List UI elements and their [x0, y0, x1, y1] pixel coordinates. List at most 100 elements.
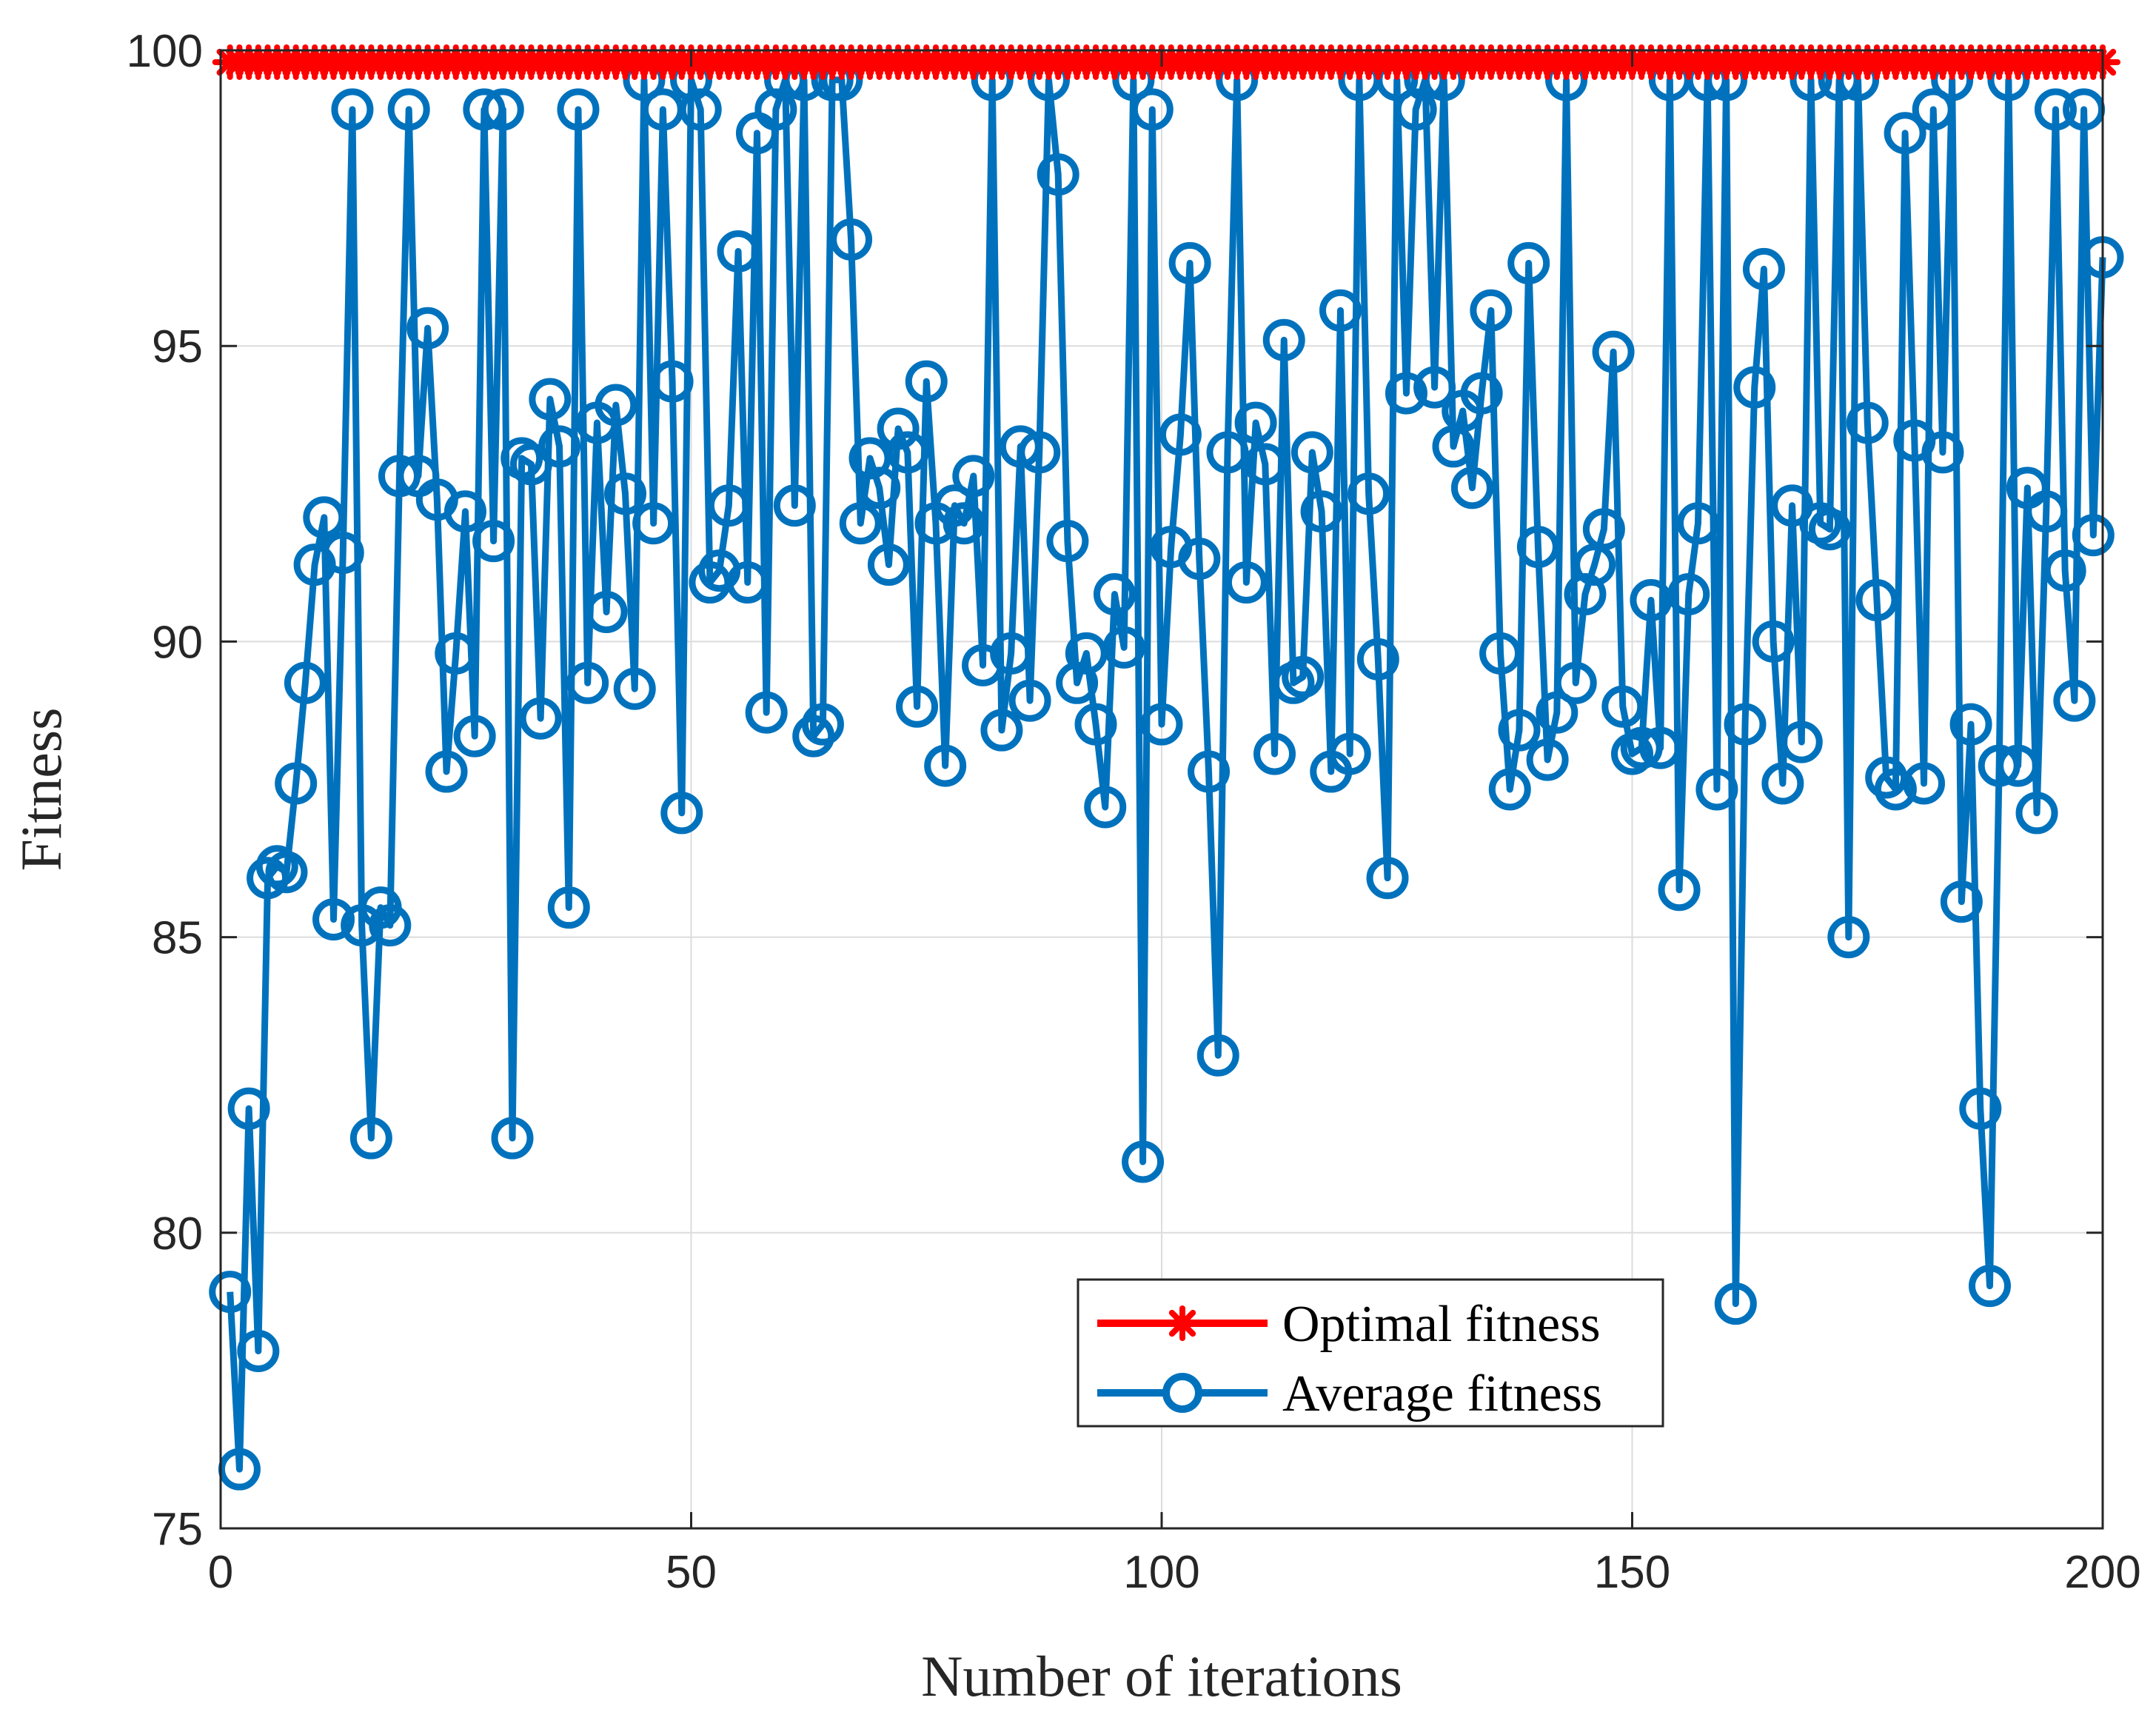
average-fitness-point: [858, 467, 901, 509]
average-fitness-point: [877, 407, 920, 450]
average-fitness-point: [443, 490, 486, 533]
average-fitness-point: [1122, 1140, 1165, 1183]
average-fitness-point: [999, 425, 1042, 468]
average-fitness-point: [1536, 691, 1578, 734]
average-fitness-point: [1968, 1265, 2011, 1308]
y-tick-label: 90: [152, 617, 203, 668]
average-fitness-point: [1253, 732, 1296, 775]
average-fitness-point: [745, 691, 788, 734]
average-fitness-point: [557, 88, 600, 131]
average-fitness-point: [1084, 786, 1127, 829]
average-fitness-point: [1921, 431, 1964, 474]
average-fitness-point: [1978, 744, 2021, 787]
average-fitness-point: [1733, 366, 1776, 409]
average-fitness-point: [1752, 620, 1795, 663]
average-fitness-point: [990, 632, 1033, 675]
average-fitness-point: [867, 544, 910, 586]
average-fitness-point: [349, 1117, 392, 1160]
average-fitness-point: [237, 1329, 280, 1372]
average-fitness-point: [378, 455, 421, 498]
average-fitness-point: [1282, 655, 1325, 698]
average-fitness-point: [425, 750, 468, 793]
average-fitness-point: [321, 532, 364, 575]
average-fitness-point: [1328, 732, 1371, 775]
average-fitness-point: [406, 307, 449, 350]
average-fitness-point: [1046, 520, 1089, 563]
average-fitness-point: [2034, 88, 2077, 131]
average-fitness-point: [453, 715, 496, 758]
average-fitness-point: [1695, 768, 1738, 811]
average-fitness-point: [1366, 857, 1409, 900]
average-fitness-line: [227, 76, 2106, 1473]
average-fitness-point: [566, 661, 609, 704]
average-fitness-point: [1008, 679, 1051, 722]
average-fitness-point: [435, 632, 478, 675]
average-fitness-point: [1592, 330, 1635, 373]
average-fitness-point: [284, 661, 327, 704]
average-fitness-point: [1808, 508, 1851, 551]
x-tick-label: 50: [666, 1547, 717, 1598]
average-fitness-point: [1188, 750, 1231, 793]
average-fitness-point: [1488, 768, 1531, 811]
average-fitness-point: [491, 1117, 534, 1160]
average-fitness-point: [1742, 247, 1785, 290]
average-fitness-point: [707, 484, 750, 527]
x-tick-label: 150: [1594, 1547, 1670, 1598]
average-fitness-point: [632, 502, 675, 545]
average-fitness-point: [886, 431, 929, 474]
average-fitness-point: [1658, 869, 1701, 912]
average-fitness-point: [1225, 561, 1268, 604]
average-fitness-point: [1884, 112, 1926, 155]
average-fitness-point: [613, 667, 656, 710]
average-fitness-point: [369, 904, 412, 947]
average-fitness-point: [1348, 472, 1390, 515]
average-fitness-point: [1639, 726, 1682, 769]
average-fitness-point: [595, 384, 637, 427]
average-fitness-point: [604, 472, 647, 515]
average-fitness-point: [1912, 88, 1955, 131]
average-fitness-point: [1356, 638, 1399, 681]
average-fitness-point: [1319, 289, 1362, 332]
average-fitness-point: [2015, 792, 2058, 835]
average-fitness-point: [830, 218, 873, 261]
average-fitness-point: [980, 709, 1023, 752]
series-optimal-fitness: [212, 44, 2120, 80]
average-fitness-point: [1037, 153, 1079, 196]
average-fitness-point: [331, 88, 374, 131]
average-fitness-point: [1178, 538, 1221, 581]
average-fitness-point: [660, 792, 703, 835]
average-fitness-point: [1206, 431, 1249, 474]
average-fitness-point: [1582, 508, 1625, 551]
average-fitness-point: [1827, 916, 1870, 959]
legend-label-optimal: Optimal fitness: [1282, 1296, 1601, 1353]
average-fitness-point: [1385, 372, 1427, 415]
average-fitness-point: [726, 561, 769, 604]
average-fitness-point: [387, 88, 430, 131]
average-fitness-point: [1479, 632, 1522, 675]
x-axis-title: Number of iterations: [921, 1644, 1402, 1708]
average-fitness-point: [2072, 514, 2115, 557]
average-fitness-point: [1018, 431, 1061, 474]
average-fitness-point: [312, 898, 355, 941]
average-fitness-point: [1620, 726, 1663, 769]
average-fitness-point: [529, 378, 572, 421]
legend-marker-average: [1162, 1373, 1202, 1413]
average-fitness-point: [1093, 573, 1136, 616]
legend-asterisk: [1165, 1305, 1200, 1341]
average-fitness-point: [1667, 573, 1710, 616]
average-fitness-point: [481, 88, 524, 131]
average-fitness-point: [1940, 880, 1983, 923]
average-fitness-point: [1290, 431, 1333, 474]
average-fitness-point: [1498, 709, 1541, 752]
average-fitness-point: [1102, 626, 1145, 669]
average-fitness-point: [1450, 467, 1493, 509]
average-fitness-point: [1244, 443, 1287, 486]
average-fitness-point: [1554, 661, 1597, 704]
average-fitness-point: [1959, 1087, 2002, 1130]
y-tick-label: 80: [152, 1208, 203, 1260]
average-fitness-point: [905, 360, 948, 403]
average-fitness-point: [1196, 1034, 1239, 1077]
x-tick-label: 0: [208, 1547, 233, 1598]
average-fitness-point: [1855, 579, 1898, 622]
